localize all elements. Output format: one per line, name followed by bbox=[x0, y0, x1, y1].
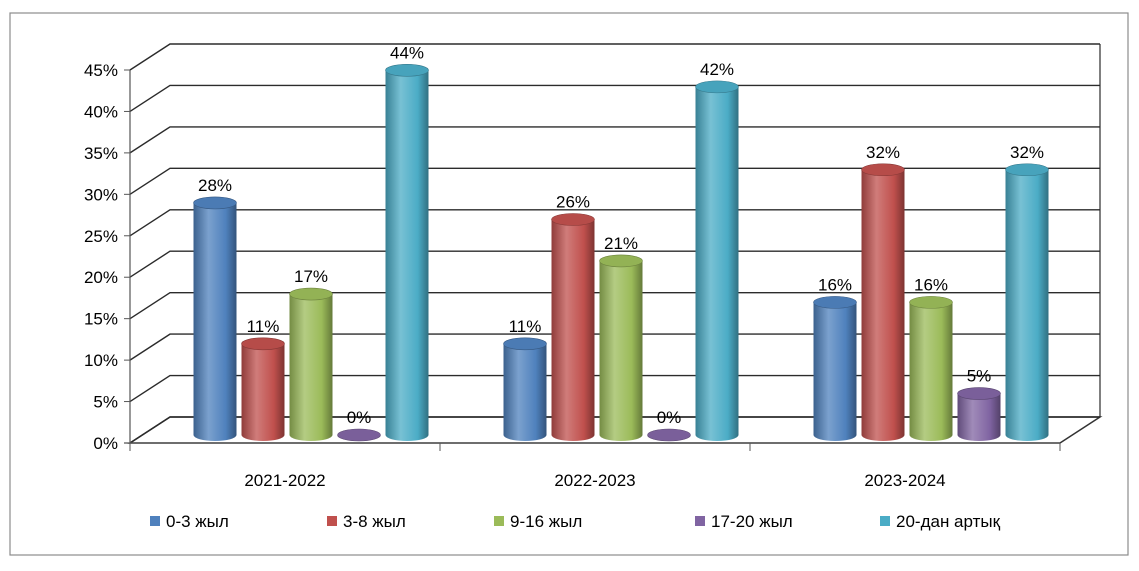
y-tick-label: 20% bbox=[84, 268, 118, 287]
bar-body bbox=[909, 302, 953, 441]
data-label: 28% bbox=[198, 176, 232, 195]
data-label: 32% bbox=[866, 143, 900, 162]
bar bbox=[193, 196, 237, 441]
data-label: 11% bbox=[247, 317, 280, 336]
data-label: 32% bbox=[1010, 143, 1044, 162]
bar-body bbox=[503, 343, 547, 441]
data-label: 42% bbox=[700, 60, 734, 79]
data-label: 0% bbox=[657, 408, 682, 427]
bar-top bbox=[957, 387, 1001, 400]
y-tick-label: 40% bbox=[84, 102, 118, 121]
x-category-label: 2022-2023 bbox=[554, 471, 635, 490]
gridline bbox=[129, 250, 1100, 278]
bar bbox=[813, 296, 857, 441]
legend-swatch bbox=[880, 516, 890, 526]
data-label: 16% bbox=[914, 275, 948, 294]
bar bbox=[503, 337, 547, 441]
data-label: 11% bbox=[509, 317, 542, 336]
bar-body bbox=[813, 302, 857, 441]
legend-swatch bbox=[327, 516, 337, 526]
bar-top bbox=[909, 296, 953, 309]
legend-swatch bbox=[494, 516, 504, 526]
y-tick-label: 15% bbox=[84, 310, 118, 329]
gridline bbox=[129, 167, 1100, 195]
bar-body bbox=[193, 202, 237, 441]
legend-label: 20-дан артық bbox=[896, 512, 1001, 531]
legend-label: 0-3 жыл bbox=[166, 512, 229, 531]
y-tick-label: 25% bbox=[84, 227, 118, 246]
bar bbox=[385, 63, 429, 442]
gridline bbox=[129, 84, 1100, 113]
bar-top bbox=[861, 163, 905, 177]
gridline bbox=[129, 416, 1100, 444]
bar-top bbox=[337, 428, 381, 442]
bar-body bbox=[695, 86, 739, 441]
data-label: 44% bbox=[390, 43, 424, 62]
bar bbox=[695, 80, 739, 441]
bar bbox=[647, 428, 691, 442]
bar-body bbox=[957, 393, 1001, 441]
bar-top bbox=[647, 428, 691, 442]
bar bbox=[599, 254, 643, 441]
bar bbox=[1005, 163, 1049, 441]
bar bbox=[551, 213, 595, 441]
bar bbox=[909, 296, 953, 441]
y-tick-label: 30% bbox=[84, 185, 118, 204]
data-label: 5% bbox=[967, 367, 992, 386]
bar-body bbox=[861, 169, 905, 441]
legend-item: 17-20 жыл bbox=[695, 512, 793, 531]
data-label: 26% bbox=[556, 192, 590, 211]
bar-body bbox=[289, 294, 333, 441]
legend-swatch bbox=[695, 516, 705, 526]
bar-top bbox=[1005, 163, 1049, 177]
bar-body bbox=[1005, 169, 1049, 441]
gridline bbox=[129, 291, 1100, 320]
y-tick-label: 45% bbox=[84, 61, 118, 80]
legend-item: 20-дан артық bbox=[880, 512, 1001, 531]
bar-body bbox=[385, 70, 429, 442]
bar-top bbox=[695, 80, 739, 94]
legend-label: 3-8 жыл bbox=[343, 512, 406, 531]
bar-top bbox=[813, 296, 857, 309]
data-label: 17% bbox=[294, 267, 328, 286]
bar bbox=[289, 287, 333, 441]
bar bbox=[861, 163, 905, 441]
bar-body bbox=[599, 260, 643, 441]
bar-top bbox=[385, 63, 429, 77]
gridline bbox=[129, 374, 1100, 403]
bar-top bbox=[193, 196, 237, 210]
legend-swatch bbox=[150, 516, 160, 526]
legend-item: 0-3 жыл bbox=[150, 512, 229, 531]
gridline bbox=[129, 43, 1100, 71]
y-tick-label: 35% bbox=[84, 144, 118, 163]
y-tick-label: 5% bbox=[93, 393, 118, 412]
bar-body bbox=[551, 219, 595, 441]
bar-top bbox=[503, 337, 547, 351]
legend-label: 17-20 жыл bbox=[711, 512, 793, 531]
x-category-label: 2021-2022 bbox=[244, 471, 325, 490]
gridline bbox=[129, 209, 1100, 237]
data-label: 21% bbox=[604, 234, 638, 253]
bar-top bbox=[551, 213, 595, 226]
data-label: 0% bbox=[347, 408, 372, 427]
legend-item: 3-8 жыл bbox=[327, 512, 406, 531]
gridline bbox=[129, 126, 1100, 154]
bar bbox=[337, 428, 381, 442]
x-category-label: 2023-2024 bbox=[864, 471, 945, 490]
legend-label: 9-16 жыл bbox=[510, 512, 582, 531]
y-tick-label: 0% bbox=[93, 434, 118, 453]
bar-top bbox=[241, 337, 285, 351]
gridline bbox=[129, 333, 1100, 361]
y-tick-label: 10% bbox=[84, 351, 118, 370]
bar bbox=[241, 337, 285, 441]
bar bbox=[957, 387, 1001, 441]
data-label: 16% bbox=[818, 275, 852, 294]
bar-top bbox=[599, 254, 643, 268]
legend-item: 9-16 жыл bbox=[494, 512, 582, 531]
bar-top bbox=[289, 287, 333, 301]
bar-body bbox=[241, 343, 285, 441]
